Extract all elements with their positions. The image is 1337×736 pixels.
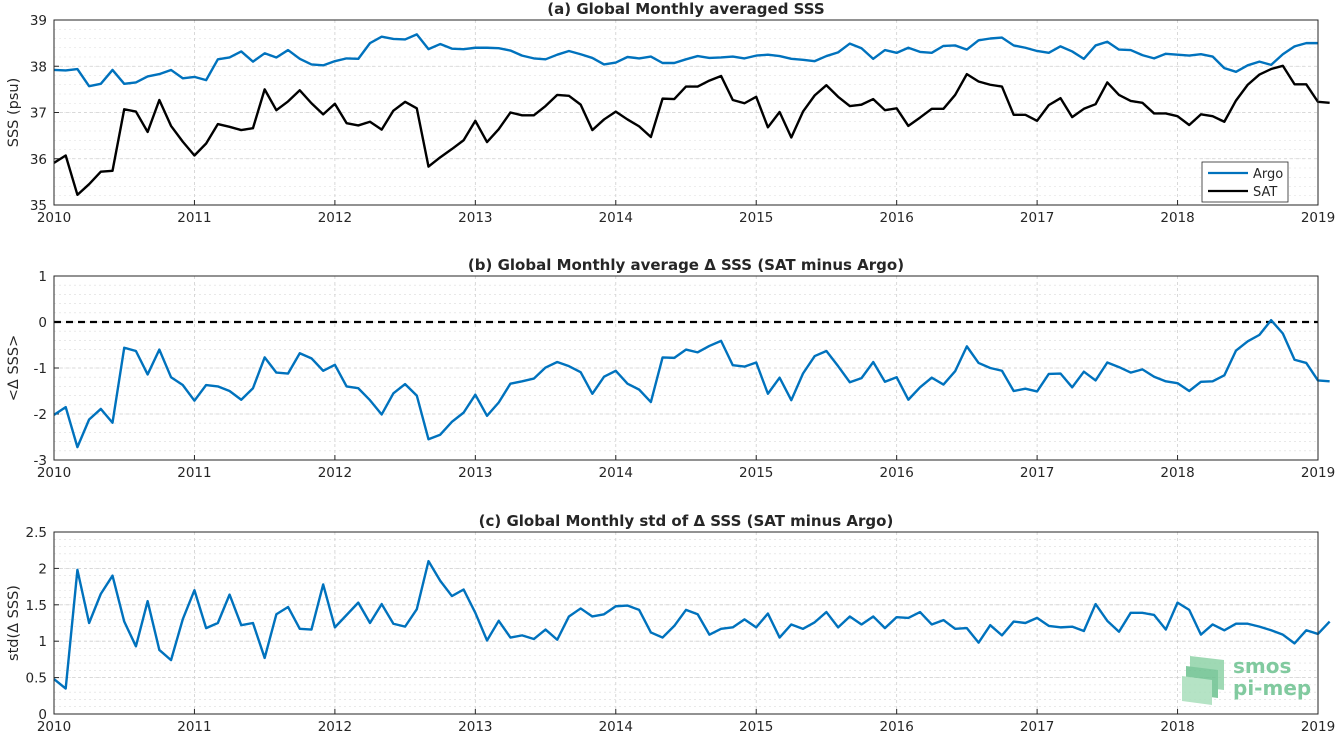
y-axis-label: <Δ SSS> xyxy=(6,335,22,401)
x-tick-label: 2018 xyxy=(1160,719,1194,735)
x-tick-label: 2013 xyxy=(458,719,492,735)
series-line-delta-1 xyxy=(53,318,1330,449)
x-tick-label: 2010 xyxy=(37,719,71,735)
y-tick-label: 38 xyxy=(30,59,47,75)
x-tick-label: 2010 xyxy=(37,465,71,481)
x-tick-label: 2011 xyxy=(177,465,211,481)
x-tick-label: 2017 xyxy=(1020,210,1054,226)
y-tick-label: 0 xyxy=(38,315,47,331)
plot-frame xyxy=(53,531,1319,715)
y-tick-label: 36 xyxy=(30,152,47,168)
x-tick-label: 2016 xyxy=(879,719,913,735)
y-tick-label: 1 xyxy=(38,269,47,285)
x-tick-label: 2017 xyxy=(1020,465,1054,481)
series-line-delta-2 xyxy=(53,559,1331,690)
x-tick-label: 2014 xyxy=(599,465,633,481)
y-tick-label: 35 xyxy=(30,198,47,214)
x-tick-label: 2010 xyxy=(37,210,71,226)
x-tick-label: 2015 xyxy=(739,210,773,226)
y-tick-label: -2 xyxy=(34,407,47,423)
y-tick-label: 2.5 xyxy=(26,525,47,541)
plot-frame xyxy=(53,275,1319,461)
chart-title: (c) Global Monthly std of Δ SSS (SAT min… xyxy=(479,512,894,530)
y-axis-label: SSS (psu) xyxy=(6,78,22,147)
chart-panel-2: 0 0.5 1 1.5 2 2.5 2010 2011 2012 2013 2014 2015 2016… xyxy=(6,512,1335,735)
logo-text-smos: smos xyxy=(1233,654,1291,678)
x-tick-label: 2015 xyxy=(739,719,773,735)
legend: Argo SAT xyxy=(1201,161,1289,203)
x-tick-label: 2016 xyxy=(879,465,913,481)
x-tick-label: 2012 xyxy=(318,719,352,735)
chart-title: (b) Global Monthly average Δ SSS (SAT mi… xyxy=(468,256,904,274)
x-tick-label: 2018 xyxy=(1160,465,1194,481)
y-tick-label: 1.5 xyxy=(26,598,47,614)
x-tick-label: 2011 xyxy=(177,719,211,735)
x-tick-label: 2014 xyxy=(599,210,633,226)
x-tick-label: 2019 xyxy=(1301,210,1335,226)
y-tick-label: 0.5 xyxy=(26,671,47,687)
legend-label-argo: Argo xyxy=(1253,167,1283,182)
x-tick-label: 2016 xyxy=(879,210,913,226)
y-tick-label: 39 xyxy=(30,13,47,29)
logo-text-pi-mep: pi-mep xyxy=(1233,676,1311,700)
y-tick-label: -3 xyxy=(34,453,47,469)
x-tick-label: 2013 xyxy=(458,465,492,481)
series-line-argo xyxy=(53,33,1318,88)
chart-panel-1: -3 -2 -1 0 1 2010 2011 2012 2013 2014 2015 2016 2017… xyxy=(6,256,1335,481)
x-tick-label: 2015 xyxy=(739,465,773,481)
y-tick-label: -1 xyxy=(34,361,47,377)
series-line-sat xyxy=(53,64,1330,197)
x-tick-label: 2012 xyxy=(318,210,352,226)
x-tick-label: 2019 xyxy=(1301,719,1335,735)
legend-box xyxy=(1201,161,1289,203)
y-axis-label: std(Δ SSS) xyxy=(6,585,22,661)
chart-panel-0: 35 36 37 38 39 2010 2011 2012 2013 2014 2015 2016 20… xyxy=(6,0,1335,226)
smos-pi-mep-logo: smos pi-mep xyxy=(1182,654,1311,705)
y-tick-label: 2 xyxy=(38,561,47,577)
legend-label-sat: SAT xyxy=(1253,185,1277,200)
x-tick-label: 2017 xyxy=(1020,719,1054,735)
chart-title: (a) Global Monthly averaged SSS xyxy=(547,0,824,18)
x-tick-label: 2012 xyxy=(318,465,352,481)
y-tick-label: 0 xyxy=(38,707,47,723)
y-tick-label: 37 xyxy=(30,106,47,122)
x-tick-label: 2018 xyxy=(1160,210,1194,226)
plot-frame xyxy=(53,19,1319,206)
x-tick-label: 2013 xyxy=(458,210,492,226)
x-tick-label: 2019 xyxy=(1301,465,1335,481)
logo-mark-icon xyxy=(1182,656,1224,705)
x-tick-label: 2014 xyxy=(599,719,633,735)
x-tick-label: 2011 xyxy=(177,210,211,226)
y-tick-label: 1 xyxy=(38,634,47,650)
